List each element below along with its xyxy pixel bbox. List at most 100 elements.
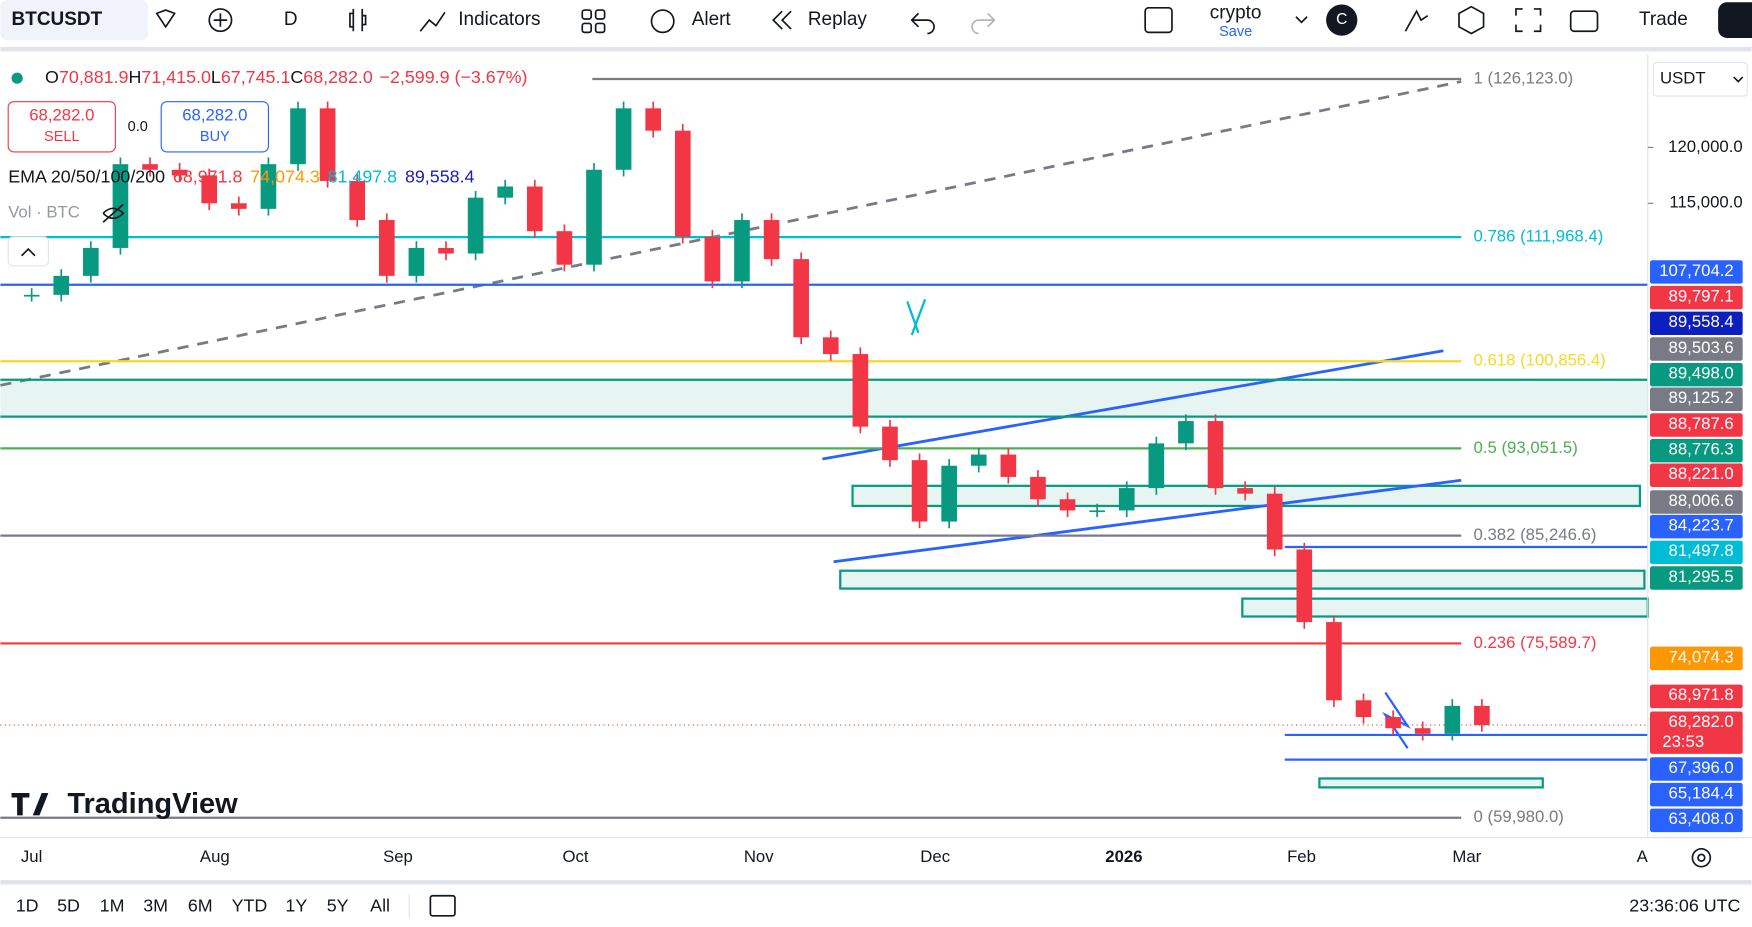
layout-menu[interactable] [1295,16,1308,24]
layout-name[interactable]: crypto [1210,2,1262,23]
time-label: Sep [383,847,413,866]
range-button[interactable]: 3M [143,896,168,916]
price-label-box [1649,260,1743,284]
axis-settings-icon[interactable] [1691,847,1712,868]
symbol[interactable]: BTCUSDT [12,9,103,30]
symbol-box[interactable] [0,0,148,41]
candle [1444,705,1461,734]
sell-label[interactable]: SELL [44,129,79,145]
buy-box[interactable] [160,101,269,153]
candle [349,180,366,221]
buy-label[interactable]: BUY [200,129,230,145]
layout-icon[interactable] [1144,6,1173,34]
candle [23,294,40,297]
price-tick-label: 120,000.0 [1668,137,1743,156]
layout-save[interactable]: Save [1219,24,1252,40]
time-label: Nov [744,847,774,866]
trend-line [0,80,1462,387]
price-label: 74,074.3 [1669,647,1734,666]
price-label-box [1649,782,1743,807]
publish-button[interactable]: P [1734,9,1747,30]
sell-box[interactable] [7,101,116,153]
zone-box [839,569,1646,590]
collapse-icon[interactable] [21,247,36,257]
price-label-box [1649,413,1743,437]
price-label-box [1649,808,1743,833]
snapshot-icon[interactable] [1569,10,1599,33]
ohlc-value: 71,415.0 [141,67,211,87]
publish-box[interactable] [1718,2,1752,38]
candle [467,197,484,254]
price-label: 65,184.4 [1669,784,1734,803]
avatar-circle[interactable] [1326,4,1358,36]
price-label-box [1649,514,1743,539]
avatar[interactable]: C [1336,11,1347,28]
price-label: 89,498.0 [1669,364,1734,383]
chart-type-icon[interactable] [349,8,367,32]
range-button[interactable]: 5D [57,896,80,916]
templates-icon[interactable] [581,9,606,34]
range-button[interactable]: 1M [100,896,125,916]
pro-icon[interactable] [155,9,176,29]
hide-icon[interactable] [102,203,125,223]
undo-icon[interactable] [910,12,935,35]
price-label-box [1649,387,1743,412]
indicators-icon[interactable] [419,11,446,32]
candle [704,236,721,282]
candle [1089,510,1105,513]
replay-icon[interactable] [772,10,792,30]
price-label-box [1649,438,1743,463]
range-button[interactable]: YTD [232,896,268,916]
price-label: 81,295.5 [1669,567,1734,586]
redo-icon[interactable] [971,12,996,35]
settings-icon[interactable] [1458,5,1485,35]
candle [822,337,839,355]
replay-button[interactable]: Replay [808,9,868,30]
range-button[interactable]: 1D [16,896,39,916]
currency-menu [1733,76,1744,83]
candle [1474,705,1490,726]
date-range-icon[interactable] [429,894,456,917]
candle [586,169,602,265]
price-label: 89,797.1 [1669,287,1734,306]
add-icon[interactable] [208,8,233,33]
alert-icon[interactable] [650,9,675,34]
add-icon-plus [213,13,228,27]
fib-label: 0 (59,980.0) [1474,807,1564,826]
collapse-box[interactable] [7,236,49,267]
ohlc-value: 68,282.0 [303,67,373,87]
ohlc-key: L [211,67,221,87]
price-label-box [1649,337,1743,361]
range-button[interactable]: 6M [188,896,213,916]
volume-legend: Vol · BTC [8,203,80,222]
quick-search-icon[interactable] [1404,9,1429,32]
currency[interactable]: USDT [1660,69,1706,88]
candle [1385,717,1401,729]
ema-value: 74,074.3 [250,166,320,186]
zone-box [851,484,1642,508]
indicators-button[interactable]: Indicators [458,9,540,30]
ohlc-value: −2,599.9 (−3.67%) [380,67,528,87]
price-label: 88,221.0 [1669,464,1734,483]
sell-price[interactable]: 68,282.0 [29,106,94,125]
range-button[interactable]: All [370,896,390,916]
clock: 23:36:06 UTC [1629,896,1740,916]
price-tick-label: 115,000.0 [1669,193,1742,212]
alert-button[interactable]: Alert [692,9,732,30]
candle [526,186,543,232]
ema-value: 81,497.8 [328,166,398,186]
buy-price[interactable]: 68,282.0 [182,106,247,125]
fullscreen-icon[interactable] [1515,8,1542,33]
range-button[interactable]: 1Y [285,896,307,916]
ohlc-value: 70,881.9 [59,67,129,87]
candle [1059,499,1076,511]
cross-mark [906,298,927,336]
trade-button[interactable]: Trade [1639,9,1688,30]
candle [83,247,99,276]
candle [231,203,247,209]
candle [408,247,425,276]
interval[interactable]: D [284,9,298,30]
currency-box[interactable] [1652,61,1748,97]
range-button[interactable]: 5Y [327,896,349,916]
logo: TradingView [11,788,238,820]
